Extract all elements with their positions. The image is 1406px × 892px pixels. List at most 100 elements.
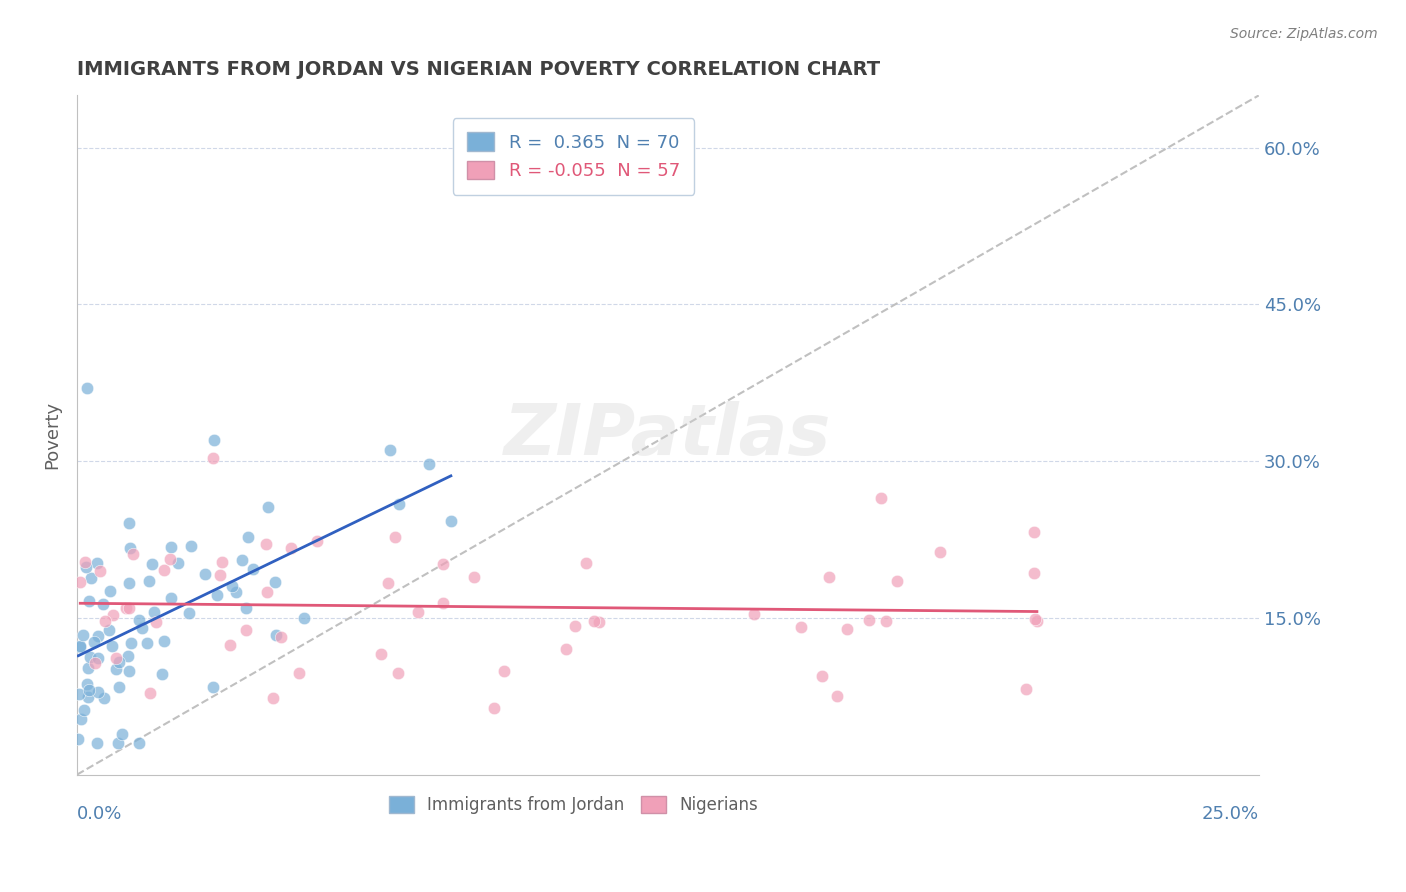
Point	[159, 551, 181, 566]
Point	[120, 541, 142, 555]
Point	[1025, 614, 1047, 628]
Point	[114, 601, 136, 615]
Point	[107, 736, 129, 750]
Point	[93, 690, 115, 705]
Point	[69, 639, 91, 653]
Point	[270, 630, 292, 644]
Point	[98, 584, 121, 599]
Point	[118, 665, 141, 679]
Point	[142, 605, 165, 619]
Point	[76, 690, 98, 704]
Point	[582, 614, 605, 628]
Point	[120, 635, 142, 649]
Point	[406, 605, 429, 619]
Point	[86, 556, 108, 570]
Point	[818, 570, 841, 584]
Point	[76, 677, 98, 691]
Point	[79, 571, 101, 585]
Point	[73, 555, 96, 569]
Point	[463, 570, 485, 584]
Point	[1024, 525, 1046, 540]
Point	[77, 661, 100, 675]
Point	[225, 585, 247, 599]
Point	[1024, 566, 1046, 580]
Point	[231, 553, 253, 567]
Point	[128, 736, 150, 750]
Point	[86, 629, 108, 643]
Text: ZIPatlas: ZIPatlas	[505, 401, 831, 469]
Point	[929, 545, 952, 559]
Point	[73, 703, 96, 717]
Point	[1015, 681, 1038, 696]
Point	[107, 655, 129, 669]
Point	[219, 639, 242, 653]
Point	[167, 556, 190, 570]
Point	[131, 621, 153, 635]
Point	[86, 685, 108, 699]
Point	[83, 635, 105, 649]
Point	[91, 597, 114, 611]
Point	[378, 443, 401, 458]
Point	[825, 689, 848, 703]
Point	[235, 623, 257, 637]
Point	[135, 636, 157, 650]
Point	[835, 622, 858, 636]
Point	[160, 540, 183, 554]
Point	[179, 606, 201, 620]
Point	[69, 574, 91, 589]
Point	[858, 613, 880, 627]
Point	[98, 623, 121, 637]
Legend: Immigrants from Jordan, Nigerians: Immigrants from Jordan, Nigerians	[382, 789, 765, 821]
Point	[288, 665, 311, 680]
Point	[86, 736, 108, 750]
Point	[139, 686, 162, 700]
Point	[555, 642, 578, 657]
Point	[264, 628, 287, 642]
Point	[432, 557, 454, 571]
Point	[242, 562, 264, 576]
Point	[1024, 612, 1046, 626]
Point	[789, 620, 811, 634]
Point	[145, 615, 167, 629]
Point	[118, 516, 141, 531]
Point	[292, 611, 315, 625]
Point	[387, 498, 409, 512]
Point	[94, 614, 117, 628]
Point	[377, 576, 399, 591]
Point	[811, 668, 834, 682]
Point	[67, 687, 90, 701]
Point	[117, 648, 139, 663]
Point	[221, 579, 243, 593]
Point	[104, 662, 127, 676]
Point	[875, 614, 897, 628]
Point	[150, 666, 173, 681]
Text: 25.0%: 25.0%	[1202, 805, 1258, 823]
Point	[432, 596, 454, 610]
Point	[128, 613, 150, 627]
Point	[141, 557, 163, 571]
Point	[257, 500, 280, 514]
Text: 0.0%: 0.0%	[77, 805, 122, 823]
Point	[77, 683, 100, 698]
Point	[72, 628, 94, 642]
Text: IMMIGRANTS FROM JORDAN VS NIGERIAN POVERTY CORRELATION CHART: IMMIGRANTS FROM JORDAN VS NIGERIAN POVER…	[77, 60, 880, 78]
Point	[307, 534, 329, 549]
Point	[152, 563, 174, 577]
Point	[159, 591, 181, 605]
Point	[588, 615, 610, 629]
Point	[67, 731, 90, 746]
Point	[370, 647, 392, 661]
Point	[84, 656, 107, 670]
Point	[492, 665, 515, 679]
Point	[118, 601, 141, 615]
Point	[264, 575, 287, 590]
Point	[202, 433, 225, 447]
Text: Source: ZipAtlas.com: Source: ZipAtlas.com	[1230, 27, 1378, 41]
Point	[77, 594, 100, 608]
Point	[69, 640, 91, 655]
Point	[207, 588, 229, 602]
Point	[235, 601, 257, 615]
Point	[105, 650, 128, 665]
Point	[564, 619, 586, 633]
Point	[138, 574, 160, 588]
